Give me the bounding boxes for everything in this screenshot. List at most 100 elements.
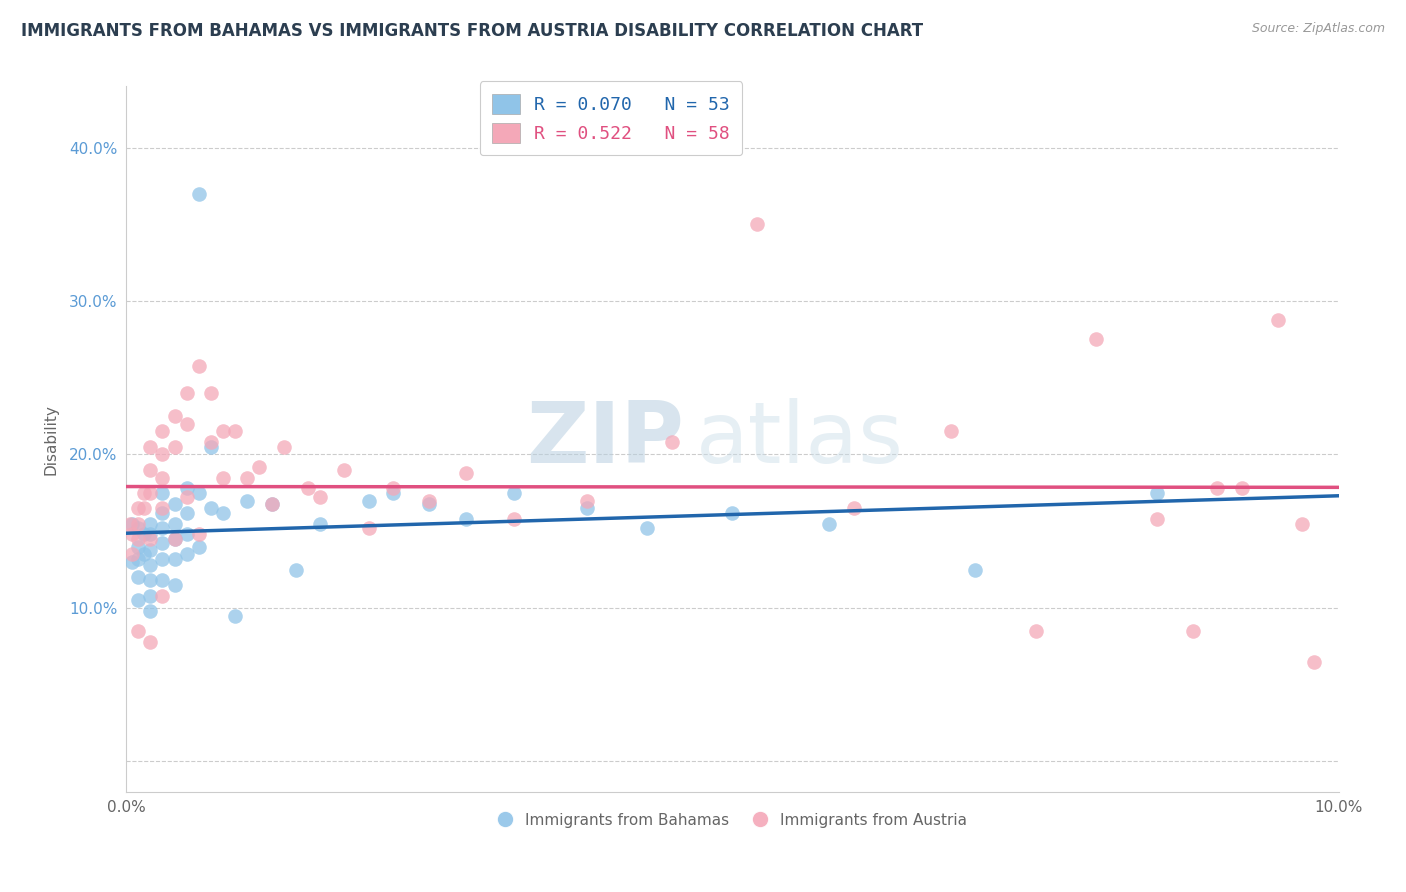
Point (236, 493, 259, 508)
Point (152, 501, 174, 516)
Point (139, 516, 162, 531)
Point (187, 540, 209, 554)
Point (163, 551, 186, 566)
Point (454, 466, 477, 480)
Point (152, 589, 174, 603)
Point (139, 486, 162, 500)
Point (127, 521, 149, 535)
Point (134, 527, 156, 541)
Point (224, 608, 246, 623)
Point (176, 547, 198, 561)
Point (176, 506, 198, 520)
Point (187, 359, 209, 373)
Point (127, 532, 149, 546)
Point (139, 527, 162, 541)
Point (139, 634, 162, 648)
Point (163, 578, 186, 592)
Point (939, 425, 962, 439)
Point (127, 501, 149, 516)
Point (503, 512, 526, 526)
Point (187, 186, 209, 201)
Point (163, 497, 186, 511)
Text: atlas: atlas (696, 398, 904, 481)
Point (273, 440, 295, 454)
Point (200, 440, 222, 454)
Point (963, 563, 986, 577)
Point (309, 516, 332, 531)
Point (163, 532, 186, 546)
Point (381, 481, 404, 495)
Point (139, 574, 162, 588)
Point (1303, 655, 1326, 669)
Y-axis label: Disability: Disability (44, 404, 58, 475)
Point (454, 512, 477, 526)
Point (163, 440, 186, 454)
Point (212, 506, 235, 520)
Point (134, 501, 156, 516)
Point (637, 521, 659, 535)
Point (236, 470, 259, 484)
Point (121, 516, 143, 531)
Point (152, 521, 174, 535)
Point (139, 558, 162, 572)
Point (842, 501, 865, 516)
Point (1025, 624, 1047, 638)
Point (152, 536, 174, 550)
Point (212, 425, 235, 439)
Point (575, 493, 598, 508)
Point (139, 589, 162, 603)
Point (152, 425, 174, 439)
Point (121, 547, 143, 561)
Point (260, 497, 283, 511)
Point (200, 386, 222, 401)
Point (200, 435, 222, 450)
Point (163, 409, 186, 424)
Point (134, 486, 156, 500)
Point (575, 501, 598, 516)
Point (176, 527, 198, 541)
Point (297, 481, 319, 495)
Point (1182, 624, 1205, 638)
Point (1146, 486, 1168, 500)
Point (152, 486, 174, 500)
Point (333, 463, 356, 477)
Point (260, 497, 283, 511)
Point (745, 218, 768, 232)
Point (176, 417, 198, 431)
Point (187, 527, 209, 541)
Point (418, 493, 440, 508)
Point (152, 574, 174, 588)
Point (163, 516, 186, 531)
Point (176, 481, 198, 495)
Point (1267, 312, 1289, 326)
Point (152, 551, 174, 566)
Point (818, 516, 841, 531)
Point (187, 486, 209, 500)
Point (139, 532, 162, 546)
Point (127, 516, 149, 531)
Point (176, 491, 198, 505)
Point (152, 470, 174, 484)
Point (1230, 481, 1253, 495)
Text: IMMIGRANTS FROM BAHAMAS VS IMMIGRANTS FROM AUSTRIA DISABILITY CORRELATION CHART: IMMIGRANTS FROM BAHAMAS VS IMMIGRANTS FR… (21, 22, 924, 40)
Point (127, 551, 149, 566)
Point (418, 497, 440, 511)
Point (381, 486, 404, 500)
Point (661, 435, 683, 450)
Point (1206, 481, 1229, 495)
Point (121, 555, 143, 569)
Point (127, 570, 149, 584)
Point (139, 463, 162, 477)
Legend: Immigrants from Bahamas, Immigrants from Austria: Immigrants from Bahamas, Immigrants from… (492, 806, 973, 834)
Point (1085, 333, 1108, 347)
Point (127, 540, 149, 554)
Text: Source: ZipAtlas.com: Source: ZipAtlas.com (1251, 22, 1385, 36)
Point (721, 506, 744, 520)
Point (127, 624, 149, 638)
Point (284, 563, 307, 577)
Point (503, 486, 526, 500)
Point (200, 501, 222, 516)
Point (309, 491, 332, 505)
Text: ZIP: ZIP (526, 398, 683, 481)
Point (152, 506, 174, 520)
